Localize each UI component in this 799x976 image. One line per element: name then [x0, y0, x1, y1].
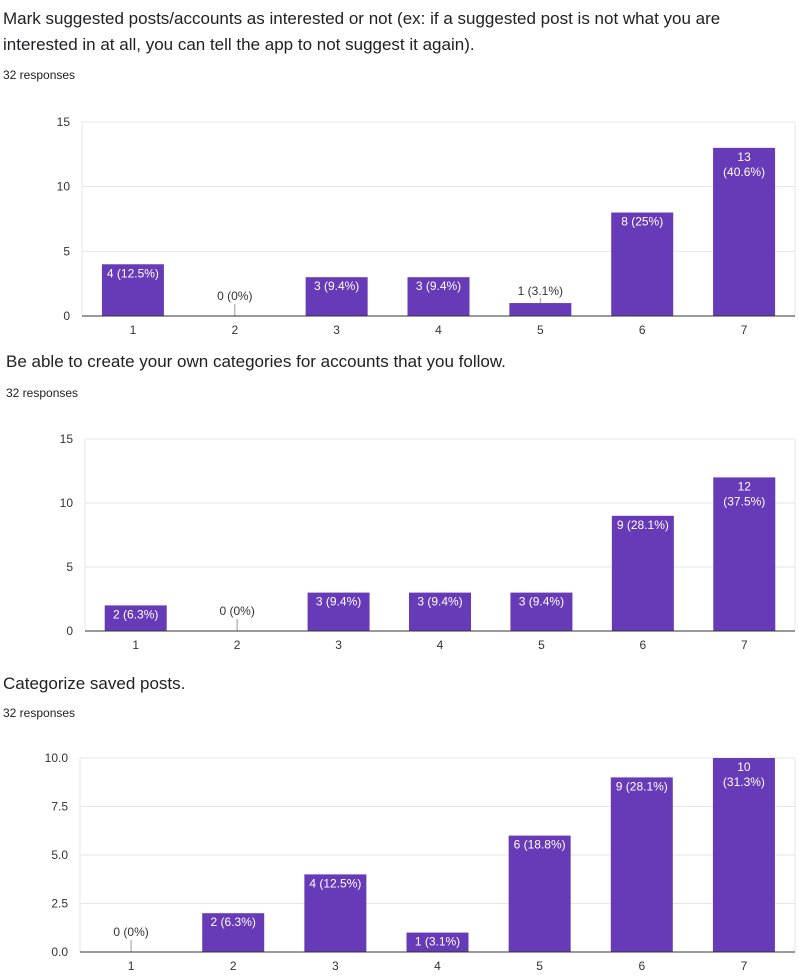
y-tick-label: 10 — [60, 496, 74, 510]
data-label-line: (37.5%) — [723, 494, 765, 508]
data-label: 3 (9.4%) — [417, 595, 462, 609]
data-label: 9 (28.1%) — [616, 779, 668, 793]
x-tick-label: 7 — [741, 959, 748, 973]
question-section-1: Mark suggested posts/accounts as interes… — [0, 0, 799, 345]
x-tick-label: 1 — [130, 323, 137, 337]
data-label: 4 (12.5%) — [309, 876, 361, 890]
bar — [304, 874, 367, 952]
y-tick-label: 0 — [66, 624, 73, 638]
data-label: 0 (0%) — [219, 604, 254, 618]
question-title: Categorize saved posts. — [3, 674, 186, 693]
x-tick-label: 2 — [231, 323, 238, 337]
data-label: 1 (3.1%) — [518, 284, 563, 298]
x-tick-label: 5 — [538, 638, 545, 652]
data-label: 2 (6.3%) — [211, 915, 256, 929]
bar — [713, 477, 776, 631]
data-label: 3 (9.4%) — [316, 595, 361, 609]
bar — [510, 592, 573, 631]
bar — [104, 605, 167, 631]
x-tick-label: 3 — [333, 323, 340, 337]
data-label-line: 13 — [737, 150, 751, 164]
data-label: 2 (6.3%) — [113, 607, 158, 621]
bar — [713, 147, 776, 316]
x-tick-label: 6 — [640, 638, 647, 652]
data-label-line: 12 — [738, 479, 752, 493]
x-tick-label: 4 — [434, 959, 441, 973]
bar — [407, 277, 470, 316]
x-tick-label: 7 — [741, 323, 748, 337]
x-tick-label: 2 — [230, 959, 237, 973]
y-tick-label: 15 — [57, 115, 71, 129]
data-label: 6 (18.8%) — [514, 838, 566, 852]
y-tick-label: 5 — [66, 560, 73, 574]
response-count: 32 responses — [6, 386, 79, 400]
data-label: 1 (3.1%) — [415, 935, 460, 949]
y-tick-label: 10.0 — [45, 751, 69, 765]
data-label: 10 (31.3%) — [723, 760, 765, 789]
question-title: Be able to create your own categories fo… — [6, 352, 506, 371]
data-label-line: (31.3%) — [723, 775, 765, 789]
x-tick-label: 4 — [437, 638, 444, 652]
response-count: 32 responses — [3, 706, 76, 720]
bar — [508, 835, 571, 952]
response-count: 32 responses — [3, 68, 76, 82]
bar — [712, 758, 775, 952]
data-label: 13 (40.6%) — [723, 150, 765, 179]
data-label: 4 (12.5%) — [107, 266, 159, 280]
bar — [611, 212, 674, 316]
question-title: Mark suggested posts/accounts as interes… — [3, 9, 721, 54]
y-tick-label: 5 — [63, 244, 70, 258]
x-tick-label: 6 — [639, 323, 646, 337]
data-label: 3 (9.4%) — [519, 595, 564, 609]
data-label: 3 (9.4%) — [314, 279, 359, 293]
x-tick-label: 2 — [234, 638, 241, 652]
x-tick-label: 1 — [128, 959, 135, 973]
y-tick-label: 2.5 — [51, 897, 68, 911]
data-label: 9 (28.1%) — [617, 518, 669, 532]
bar — [611, 515, 674, 631]
bar — [406, 932, 469, 952]
x-tick-label: 4 — [435, 323, 442, 337]
bar-chart: 0.0 2.5 5.0 7.5 10.0 0 (0%) 1 2 (6.3%) 2 4 (12.5%… — [45, 751, 796, 973]
x-tick-label: 6 — [638, 959, 645, 973]
bar — [307, 592, 370, 631]
question-section-2: Be able to create your own categories fo… — [0, 345, 799, 670]
x-tick-label: 3 — [332, 959, 339, 973]
y-tick-label: 15 — [60, 432, 74, 446]
bar — [610, 777, 673, 952]
data-label-line: (40.6%) — [723, 165, 765, 179]
x-tick-label: 3 — [335, 638, 342, 652]
x-tick-label: 5 — [537, 323, 544, 337]
bar — [409, 592, 471, 631]
y-tick-label: 7.5 — [51, 800, 68, 814]
y-tick-label: 5.0 — [51, 848, 68, 862]
bar-chart: 0 5 10 15 2 (6.3%) 1 0 (0%) 2 3 (9.4%) 3 3 (9.4%) 4… — [60, 432, 796, 652]
bar — [101, 264, 164, 316]
y-tick-label: 0 — [63, 309, 70, 323]
data-label-line: 10 — [737, 760, 751, 774]
bar-chart: 0 5 10 15 4 (12.5%) 1 0 (0%) 2 3 (9.4%) 3 3 (9.4%)… — [57, 115, 796, 337]
question-section-3: Categorize saved posts. 32 responses 0.0… — [0, 670, 799, 976]
data-label: 3 (9.4%) — [416, 279, 461, 293]
x-tick-label: 7 — [741, 638, 748, 652]
y-tick-label: 0.0 — [51, 945, 68, 959]
data-label: 0 (0%) — [113, 925, 148, 939]
y-tick-label: 10 — [57, 180, 71, 194]
x-tick-label: 1 — [132, 638, 139, 652]
bar — [202, 913, 265, 952]
data-label: 8 (25%) — [621, 215, 663, 229]
x-tick-label: 5 — [536, 959, 543, 973]
data-label: 0 (0%) — [217, 289, 252, 303]
bar — [509, 303, 572, 316]
data-label: 12 (37.5%) — [723, 479, 765, 508]
bar — [305, 277, 368, 316]
